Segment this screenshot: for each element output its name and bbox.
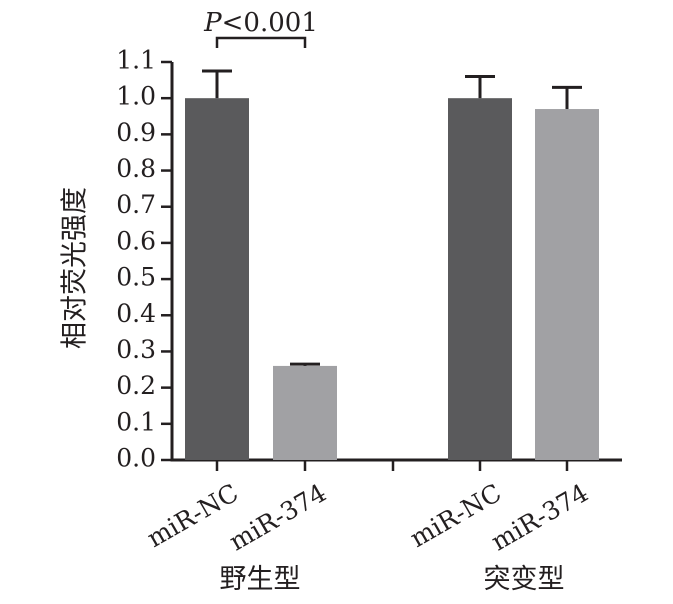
x-category-label: miR-NC: [405, 478, 506, 553]
y-tick-label: 0.3: [116, 335, 156, 364]
bars: [185, 69, 599, 460]
p-value: <0.001: [222, 8, 318, 38]
y-tick-label: 0.4: [116, 299, 156, 328]
x-group-label: 野生型: [220, 564, 301, 595]
significance-label: P<0.001: [203, 8, 318, 38]
y-axis-label: 相对荧光强度: [60, 187, 91, 349]
x-category-label: miR-374: [224, 478, 331, 556]
y-tick-label: 0.2: [116, 371, 156, 400]
y-tick-label: 0.1: [116, 407, 156, 436]
x-category-label: miR-374: [486, 478, 593, 556]
bar: [448, 98, 512, 460]
y-tick-label: 0.8: [116, 154, 156, 183]
y-tick-label: 0.7: [116, 190, 156, 219]
bar: [273, 365, 337, 460]
y-axis: 0.0 0.1 0.2 0.3 0.4 0.5 0.6 0.7 0.8 0.9 1.0 1.1: [116, 46, 174, 473]
y-tick-label: 0.5: [116, 263, 156, 292]
significance-bracket: [215, 36, 307, 48]
y-tick-label: 0.6: [116, 226, 156, 255]
y-tick-label: 0.0: [116, 444, 156, 473]
x-group-label: 突变型: [484, 564, 565, 595]
y-tick-label: 1.1: [116, 46, 156, 75]
bar: [185, 98, 249, 460]
y-tick-label: 1.0: [116, 82, 156, 111]
x-category-label: miR-NC: [142, 478, 243, 553]
p-italic: P: [203, 8, 222, 38]
significance-annotation: P<0.001: [203, 8, 318, 48]
y-tick-label: 0.9: [116, 118, 156, 147]
bar: [535, 109, 599, 460]
